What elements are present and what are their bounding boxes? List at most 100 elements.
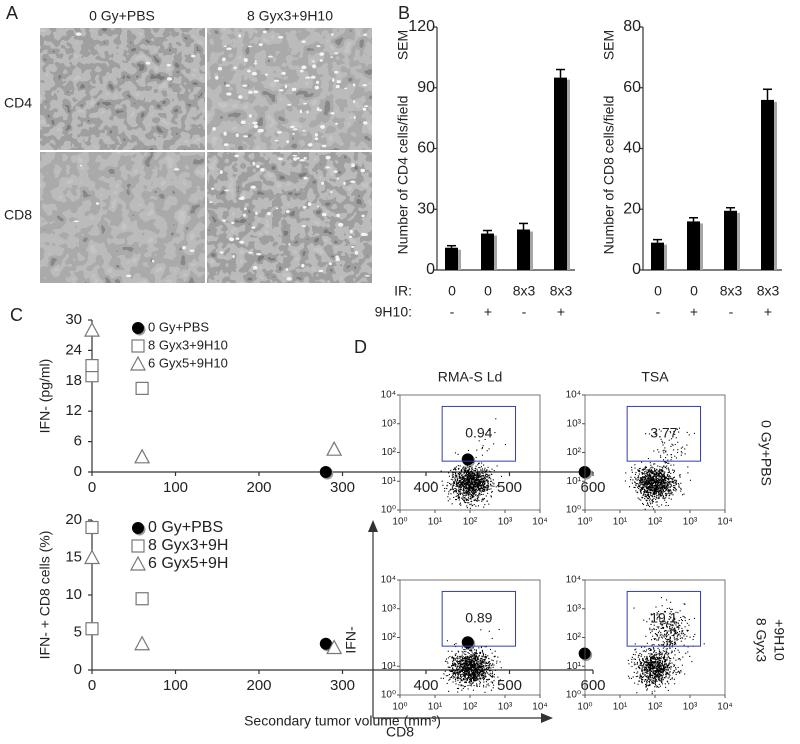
event-dot: [684, 603, 686, 605]
event-dot: [651, 490, 653, 492]
event-dot: [660, 667, 663, 669]
event-dot: [465, 498, 467, 501]
event-dot: [482, 662, 484, 664]
event-dot: [459, 493, 461, 496]
event-dot: [470, 669, 472, 671]
event-dot: [485, 485, 488, 487]
event-dot: [472, 674, 475, 676]
event-dot: [465, 675, 467, 677]
event-dot: [644, 490, 646, 492]
event-dot: [481, 665, 483, 667]
event-dot: [666, 665, 669, 667]
event-dot: [464, 649, 466, 651]
event-dot: [649, 503, 652, 505]
event-dot: [638, 680, 640, 682]
event-dot: [670, 438, 673, 440]
event-dot: [469, 477, 471, 479]
event-dot: [481, 674, 483, 676]
cell: [319, 59, 323, 62]
event-dot: [463, 489, 465, 491]
event-dot: [465, 488, 467, 490]
event-dot: [467, 488, 469, 490]
event-dot: [676, 428, 678, 430]
event-dot: [641, 670, 643, 672]
event-dot: [660, 623, 662, 625]
event-dot: [656, 618, 658, 620]
event-dot: [653, 463, 655, 465]
event-dot: [466, 505, 468, 507]
y-tick-label: 10¹: [567, 661, 582, 672]
event-dot: [468, 474, 470, 476]
cell: [276, 131, 282, 134]
event-dot: [460, 658, 462, 660]
event-dot: [476, 677, 478, 679]
event-dot: [658, 644, 660, 646]
event-dot: [662, 677, 664, 679]
event-dot: [468, 668, 470, 671]
event-dot: [486, 479, 488, 481]
x-tick-label: 10¹: [613, 517, 628, 528]
event-dot: [656, 656, 658, 659]
event-dot: [675, 638, 677, 640]
event-dot: [652, 656, 654, 658]
event-dot: [476, 485, 478, 487]
event-dot: [444, 487, 446, 489]
event-dot: [659, 475, 661, 477]
event-dot: [462, 495, 464, 497]
cell: [301, 40, 306, 43]
event-dot: [470, 659, 472, 661]
event-dot: [668, 482, 670, 484]
event-dot: [665, 497, 667, 499]
event-dot: [661, 476, 663, 478]
event-dot: [453, 471, 455, 473]
event-dot: [649, 674, 651, 676]
event-dot: [645, 651, 647, 653]
cell: [211, 187, 215, 190]
event-dot: [466, 487, 468, 489]
event-dot: [479, 680, 481, 682]
event-dot: [488, 667, 491, 669]
event-dot: [670, 445, 672, 448]
event-dot: [463, 471, 465, 473]
event-dot: [477, 470, 479, 472]
event-dot: [463, 500, 465, 502]
event-dot: [467, 672, 470, 674]
event-dot: [662, 627, 665, 629]
event-dot: [456, 661, 458, 663]
event-dot: [662, 626, 665, 628]
event-dot: [652, 487, 654, 489]
event-dot: [480, 478, 482, 480]
event-dot: [675, 488, 677, 491]
cell: [336, 80, 341, 84]
event-dot: [464, 495, 466, 497]
event-dot: [485, 671, 488, 673]
event-dot: [655, 483, 657, 485]
event-dot: [649, 649, 651, 651]
event-dot: [663, 477, 665, 479]
event-dot: [479, 494, 481, 496]
event-dot: [451, 670, 453, 673]
event-dot: [475, 478, 477, 480]
cell: [250, 185, 256, 189]
event-dot: [470, 677, 472, 679]
event-dot: [648, 667, 650, 669]
x-tick-label: 10²: [463, 702, 478, 713]
event-dot: [678, 486, 680, 488]
event-dot: [473, 676, 475, 678]
event-dot: [670, 608, 672, 611]
event-dot: [657, 673, 659, 675]
event-dot: [677, 622, 680, 624]
event-dot: [669, 641, 671, 643]
event-dot: [694, 633, 696, 635]
event-dot: [464, 481, 466, 483]
event-dot: [482, 652, 484, 654]
event-dot: [460, 478, 462, 480]
event-dot: [640, 675, 642, 677]
cell: [314, 85, 320, 90]
event-dot: [488, 670, 491, 672]
category-label: 8x3: [513, 283, 536, 299]
event-dot: [455, 499, 457, 501]
event-dot: [486, 478, 488, 480]
event-dot: [650, 632, 652, 634]
event-dot: [660, 481, 662, 483]
